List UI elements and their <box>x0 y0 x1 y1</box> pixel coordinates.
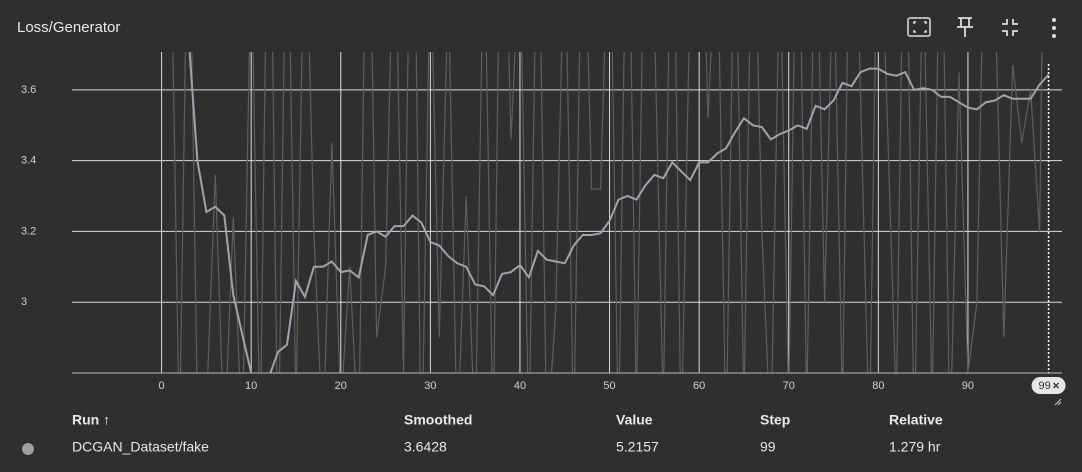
x-tick-label: 70 <box>783 380 795 392</box>
hover-close[interactable] <box>1053 382 1060 389</box>
x-tick-label: 60 <box>693 380 705 392</box>
y-tick-label: 3.2 <box>21 225 36 237</box>
y-tick-label: 3 <box>21 296 27 308</box>
x-tick-label: 90 <box>962 380 974 392</box>
raw-line <box>172 52 1043 373</box>
x-tick-label: 20 <box>335 380 347 392</box>
fit-icon[interactable] <box>907 17 931 37</box>
raw-value: 5.2157 <box>616 439 659 455</box>
run-name: DCGAN_Dataset/fake <box>72 439 209 455</box>
y-tick-label: 3.4 <box>21 155 36 167</box>
step: 99 <box>760 439 776 455</box>
relative-time: 1.279 hr <box>889 439 941 455</box>
smoothed-value: 3.6428 <box>404 439 447 455</box>
hover-badge <box>1031 377 1066 394</box>
column-header[interactable]: Step <box>760 412 790 428</box>
column-header[interactable]: Value <box>616 412 653 428</box>
x-tick-label: 30 <box>424 380 436 392</box>
card-title: Loss/Generator <box>17 19 120 36</box>
column-header[interactable]: Smoothed <box>404 412 472 428</box>
column-header[interactable]: Relative <box>889 412 943 428</box>
plot-area <box>172 52 1050 373</box>
menu-icon[interactable] <box>1052 18 1056 38</box>
x-tick-label: 10 <box>245 380 257 392</box>
run-color <box>22 443 34 455</box>
smoothed-line <box>188 52 1050 373</box>
column-header[interactable]: Run ↑ <box>72 412 110 428</box>
resize-handle[interactable] <box>1054 398 1062 406</box>
pin-icon[interactable] <box>957 17 973 37</box>
hover-step: 99 <box>1039 380 1051 392</box>
x-tick-label: 50 <box>603 380 615 392</box>
x-tick-label: 0 <box>159 380 165 392</box>
x-tick-label: 80 <box>872 380 884 392</box>
x-tick-label: 40 <box>514 380 526 392</box>
y-tick-label: 3.6 <box>21 84 36 96</box>
collapse-icon[interactable] <box>1002 19 1018 36</box>
